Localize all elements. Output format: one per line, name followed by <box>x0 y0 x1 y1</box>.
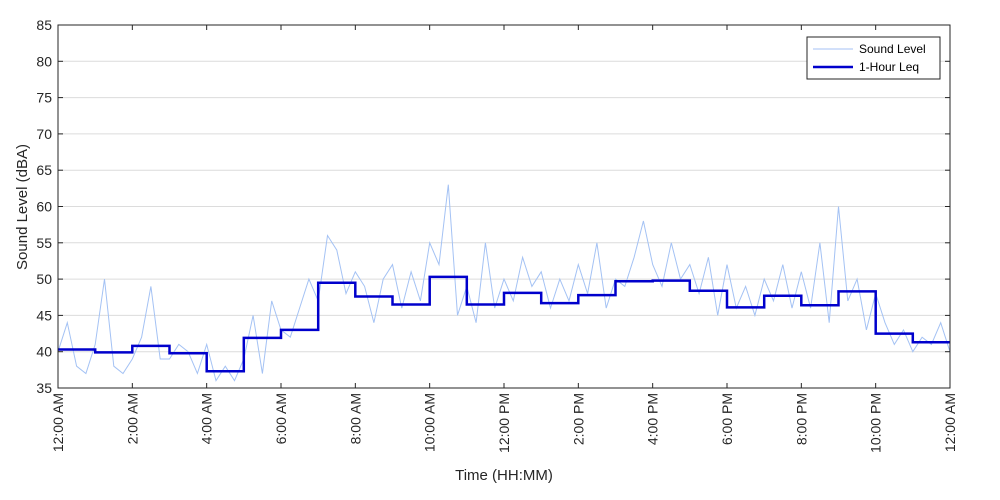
legend-box <box>806 36 941 80</box>
y-tick-label: 50 <box>36 271 52 287</box>
x-tick-label: 10:00 AM <box>422 393 438 452</box>
y-tick-label: 75 <box>36 90 52 106</box>
y-tick-label: 70 <box>36 126 52 142</box>
y-tick-label: 45 <box>36 307 52 323</box>
y-tick-label: 80 <box>36 53 52 69</box>
y-axis-label: Sound Level (dBA) <box>14 144 31 270</box>
y-tick-label: 85 <box>36 17 52 33</box>
x-tick-label: 6:00 AM <box>273 393 289 444</box>
x-axis-label: Time (HH:MM) <box>455 467 553 484</box>
x-tick-label: 12:00 AM <box>942 393 958 452</box>
y-tick-label: 40 <box>36 344 52 360</box>
x-tick-label: 2:00 PM <box>570 393 586 445</box>
legend-label-sound-level: Sound Level <box>859 42 926 56</box>
sound-level-line <box>57 184 951 382</box>
y-axis: 35 40 45 50 55 60 65 70 75 80 85 <box>36 17 950 396</box>
sound-level-series <box>57 184 951 382</box>
x-tick-label: 8:00 PM <box>793 393 809 445</box>
x-tick-label: 12:00 PM <box>496 393 512 453</box>
y-tick-label: 60 <box>36 199 52 215</box>
x-axis: 12:00 AM 2:00 AM 4:00 AM 6:00 AM 8:00 AM 10:0… <box>50 25 958 453</box>
y-tick-label: 65 <box>36 162 52 178</box>
x-tick-label: 8:00 AM <box>347 393 363 444</box>
x-tick-label: 6:00 PM <box>719 393 735 445</box>
x-tick-label: 10:00 PM <box>868 393 884 453</box>
leq-series <box>58 275 950 373</box>
leq-step-line <box>58 275 950 373</box>
x-tick-label: 4:00 PM <box>645 393 661 445</box>
x-tick-label: 2:00 AM <box>124 393 140 444</box>
legend-label-1-hour-leq: 1-Hour Leq <box>859 60 919 74</box>
x-tick-label: 12:00 AM <box>50 393 66 452</box>
y-tick-label: 55 <box>36 235 52 251</box>
y-tick-label: 35 <box>36 380 52 396</box>
x-tick-label: 4:00 AM <box>199 393 215 444</box>
legend[interactable]: Sound Level 1-Hour Leq <box>806 36 941 80</box>
